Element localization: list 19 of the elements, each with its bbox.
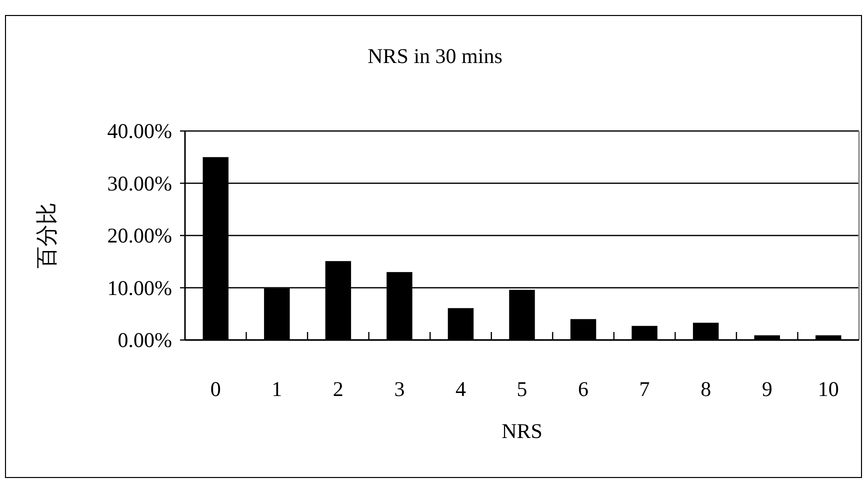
x-tick-label: 5 [516, 377, 528, 401]
x-tick-label: 8 [700, 377, 712, 401]
x-axis-title: NRS [502, 419, 542, 443]
x-tick-label: 6 [578, 377, 589, 401]
x-tick-label: 9 [762, 377, 772, 401]
y-tick-label: 30.00% [107, 171, 172, 196]
x-tick-label: 2 [332, 377, 344, 401]
x-tick-label: 1 [272, 377, 282, 401]
y-tick-label: 20.00% [107, 224, 172, 248]
y-tick-label: 40.00% [107, 119, 172, 143]
x-tick-label: 3 [394, 377, 405, 401]
y-tick-label: 0.00% [118, 328, 172, 352]
x-tick-label: 4 [455, 377, 466, 401]
x-tick-label: 10 [818, 377, 839, 401]
y-tick-label: 10.00% [107, 276, 172, 300]
y-axis-title: 百分比 [34, 202, 59, 268]
chart-title: NRS in 30 mins [368, 44, 502, 68]
x-tick-label: 0 [210, 377, 221, 401]
x-tick-label: 7 [639, 377, 650, 401]
